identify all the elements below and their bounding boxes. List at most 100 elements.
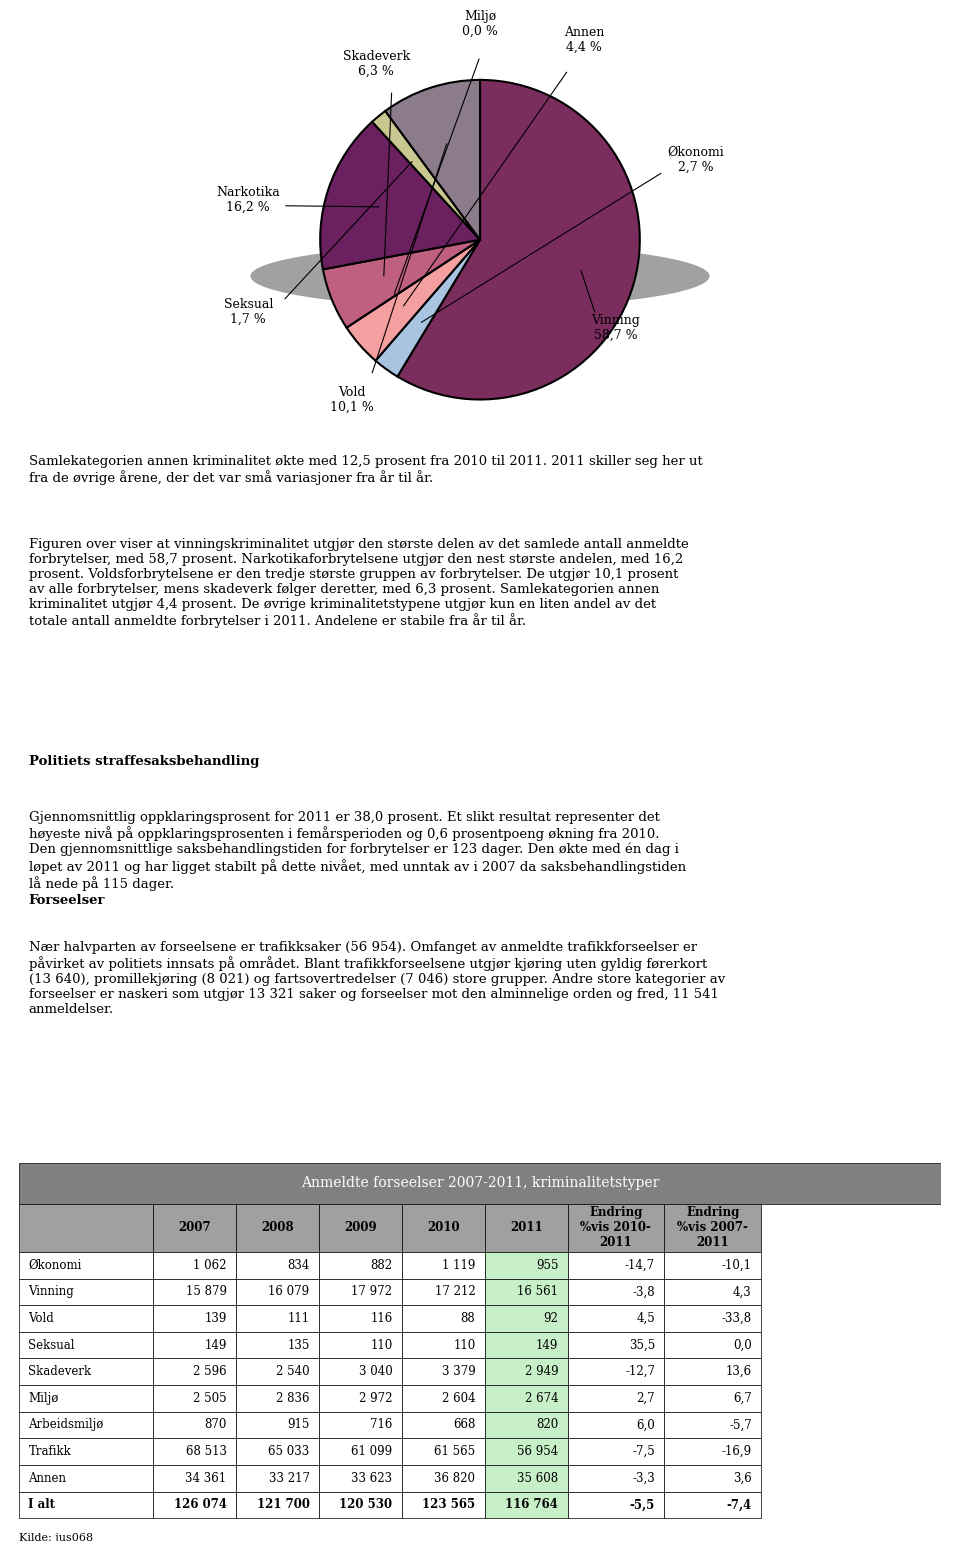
FancyBboxPatch shape (401, 1204, 485, 1251)
Text: 16 079: 16 079 (269, 1285, 309, 1299)
Text: Annen
4,4 %: Annen 4,4 % (564, 26, 604, 54)
Text: 34 361: 34 361 (185, 1472, 227, 1484)
Text: -5,7: -5,7 (730, 1419, 752, 1432)
Wedge shape (397, 80, 639, 399)
FancyBboxPatch shape (567, 1279, 664, 1305)
Text: Narkotika
16,2 %: Narkotika 16,2 % (216, 186, 280, 214)
FancyBboxPatch shape (153, 1385, 236, 1412)
Text: 33 623: 33 623 (351, 1472, 393, 1484)
Text: 6,0: 6,0 (636, 1419, 655, 1432)
Text: Trafikk: Trafikk (29, 1445, 71, 1458)
Text: Økonomi: Økonomi (29, 1259, 82, 1271)
Text: Seksual: Seksual (29, 1339, 75, 1351)
FancyBboxPatch shape (664, 1465, 761, 1492)
Wedge shape (347, 240, 480, 361)
Text: 123 565: 123 565 (422, 1498, 475, 1512)
Text: 126 074: 126 074 (174, 1498, 227, 1512)
FancyBboxPatch shape (153, 1305, 236, 1331)
Text: -12,7: -12,7 (625, 1365, 655, 1378)
Text: 35,5: 35,5 (629, 1339, 655, 1351)
FancyBboxPatch shape (236, 1438, 319, 1465)
Text: 3 379: 3 379 (442, 1365, 475, 1378)
Text: 668: 668 (453, 1419, 475, 1432)
Wedge shape (372, 111, 480, 240)
Text: 33 217: 33 217 (269, 1472, 309, 1484)
FancyBboxPatch shape (401, 1465, 485, 1492)
Text: Samlekategorien annen kriminalitet økte med 12,5 prosent fra 2010 til 2011. 2011: Samlekategorien annen kriminalitet økte … (29, 455, 703, 485)
Text: 61 099: 61 099 (351, 1445, 393, 1458)
FancyBboxPatch shape (401, 1412, 485, 1438)
Text: 111: 111 (287, 1311, 309, 1325)
Text: -3,8: -3,8 (633, 1285, 655, 1299)
Text: -3,3: -3,3 (633, 1472, 655, 1484)
FancyBboxPatch shape (664, 1251, 761, 1279)
FancyBboxPatch shape (236, 1251, 319, 1279)
FancyBboxPatch shape (401, 1279, 485, 1305)
FancyBboxPatch shape (153, 1279, 236, 1305)
Text: Gjennomsnittlig oppklaringsprosent for 2011 er 38,0 prosent. Et slikt resultat r: Gjennomsnittlig oppklaringsprosent for 2… (29, 811, 686, 891)
Text: Miljø
0,0 %: Miljø 0,0 % (462, 9, 498, 39)
Wedge shape (323, 240, 480, 328)
Text: 716: 716 (370, 1419, 393, 1432)
Text: Vinning: Vinning (29, 1285, 74, 1299)
FancyBboxPatch shape (236, 1305, 319, 1331)
Text: 17 212: 17 212 (435, 1285, 475, 1299)
FancyBboxPatch shape (401, 1492, 485, 1518)
Wedge shape (385, 80, 480, 240)
FancyBboxPatch shape (319, 1465, 401, 1492)
Text: 834: 834 (287, 1259, 309, 1271)
FancyBboxPatch shape (19, 1163, 941, 1204)
FancyBboxPatch shape (19, 1438, 153, 1465)
FancyBboxPatch shape (19, 1412, 153, 1438)
Text: 116 764: 116 764 (506, 1498, 559, 1512)
Wedge shape (347, 240, 480, 328)
Text: 116: 116 (371, 1311, 393, 1325)
Text: 135: 135 (287, 1339, 309, 1351)
Text: 4,3: 4,3 (733, 1285, 752, 1299)
Text: Skadeverk: Skadeverk (29, 1365, 91, 1378)
Text: Anmeldte forseelser 2007-2011, kriminalitetstyper: Anmeldte forseelser 2007-2011, kriminali… (300, 1176, 660, 1191)
Text: 2 540: 2 540 (276, 1365, 309, 1378)
Wedge shape (321, 122, 480, 270)
FancyBboxPatch shape (236, 1204, 319, 1251)
Text: Figuren over viser at vinningskriminalitet utgjør den største delen av det samle: Figuren over viser at vinningskriminalit… (29, 538, 688, 629)
Text: 3 040: 3 040 (359, 1365, 393, 1378)
FancyBboxPatch shape (236, 1492, 319, 1518)
FancyBboxPatch shape (319, 1204, 401, 1251)
FancyBboxPatch shape (19, 1359, 153, 1385)
FancyBboxPatch shape (664, 1359, 761, 1385)
Text: 13,6: 13,6 (726, 1365, 752, 1378)
FancyBboxPatch shape (319, 1305, 401, 1331)
Text: -14,7: -14,7 (625, 1259, 655, 1271)
FancyBboxPatch shape (664, 1331, 761, 1359)
FancyBboxPatch shape (485, 1412, 567, 1438)
FancyBboxPatch shape (19, 1331, 153, 1359)
FancyBboxPatch shape (153, 1465, 236, 1492)
FancyBboxPatch shape (236, 1331, 319, 1359)
FancyBboxPatch shape (236, 1359, 319, 1385)
FancyBboxPatch shape (401, 1385, 485, 1412)
FancyBboxPatch shape (664, 1412, 761, 1438)
FancyBboxPatch shape (485, 1204, 567, 1251)
Text: 955: 955 (536, 1259, 559, 1271)
Text: 61 565: 61 565 (434, 1445, 475, 1458)
Text: 2010: 2010 (427, 1222, 460, 1234)
FancyBboxPatch shape (401, 1359, 485, 1385)
FancyBboxPatch shape (567, 1305, 664, 1331)
FancyBboxPatch shape (19, 1204, 153, 1251)
Text: 1 119: 1 119 (442, 1259, 475, 1271)
FancyBboxPatch shape (664, 1279, 761, 1305)
Text: 56 954: 56 954 (517, 1445, 559, 1458)
Text: 1 062: 1 062 (193, 1259, 227, 1271)
FancyBboxPatch shape (485, 1385, 567, 1412)
Text: 0,0: 0,0 (733, 1339, 752, 1351)
FancyBboxPatch shape (19, 1305, 153, 1331)
FancyBboxPatch shape (236, 1465, 319, 1492)
FancyBboxPatch shape (319, 1279, 401, 1305)
FancyBboxPatch shape (567, 1492, 664, 1518)
FancyBboxPatch shape (236, 1385, 319, 1412)
FancyBboxPatch shape (236, 1279, 319, 1305)
FancyBboxPatch shape (319, 1251, 401, 1279)
FancyBboxPatch shape (485, 1438, 567, 1465)
FancyBboxPatch shape (153, 1331, 236, 1359)
